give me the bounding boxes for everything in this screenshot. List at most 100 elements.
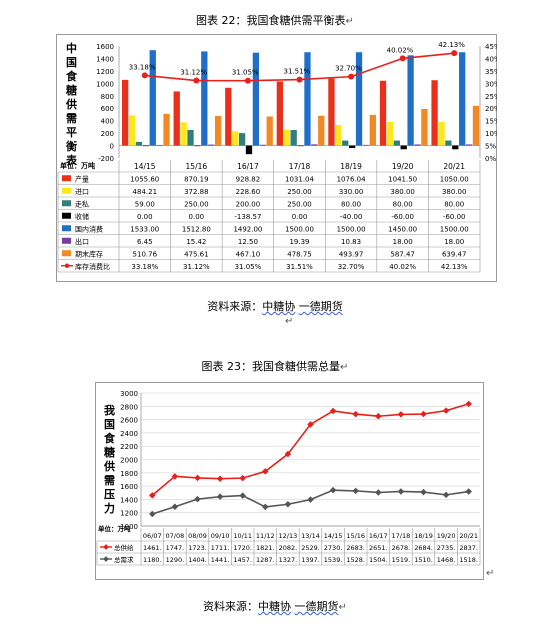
y2-tick-label: 20%: [485, 105, 497, 113]
supply-point: [442, 407, 450, 414]
bar: [208, 144, 215, 146]
table-cell: 33.18%: [131, 263, 158, 271]
y2-tick-label: 25%: [485, 93, 497, 101]
year-label: 16/17: [237, 162, 259, 171]
row-label: 总需求: [114, 555, 134, 564]
y-tick-label: 1000: [96, 80, 114, 88]
axis-title-char: 食: [104, 431, 116, 445]
table-cell: 1050.00: [440, 175, 469, 183]
demand-point: [216, 493, 224, 500]
demand-point: [239, 492, 246, 499]
axis-title-char: 食: [66, 69, 78, 83]
table-cell: 1539.: [324, 556, 343, 564]
table-cell: 1500.00: [337, 225, 366, 233]
table-cell: 1821.: [256, 544, 275, 552]
supply-point: [171, 473, 179, 480]
table-cell: 467.10: [236, 250, 261, 258]
table-cell: 40.02%: [389, 263, 416, 271]
table-cell: 0.00: [137, 213, 153, 221]
demand-point: [352, 487, 359, 495]
y-tick-label: 2000: [120, 457, 138, 465]
table-cell: -60.00: [443, 213, 466, 221]
table-cell: -40.00: [340, 213, 363, 221]
supply-point: [307, 421, 314, 428]
row-label: 出口: [75, 237, 89, 246]
bar: [318, 115, 325, 146]
ratio-point: [451, 50, 458, 57]
table-cell: 380.00: [390, 188, 415, 196]
table-cell: 42.13%: [441, 263, 468, 271]
bar: [421, 109, 428, 146]
axis-title-char: 供: [65, 97, 77, 111]
table-cell: 59.00: [135, 200, 155, 208]
bar: [128, 115, 136, 146]
ratio-point-label: 32.70%: [335, 65, 362, 73]
bar: [311, 144, 318, 146]
axis-title-char: 糖: [104, 445, 115, 459]
ratio-point: [348, 73, 355, 80]
ratio-point-label: 31.12%: [180, 69, 207, 77]
fig23-caption: 图表 23：我国食糖供需总量↵: [201, 360, 349, 373]
table-cell: 1492.00: [233, 225, 262, 233]
y-tick-label: 1400: [96, 55, 114, 63]
table-cell: 200.00: [236, 200, 261, 208]
table-cell: 1180.: [143, 556, 162, 564]
table-cell: 1327.: [279, 556, 298, 564]
bar: [252, 52, 260, 146]
bar: [386, 121, 394, 146]
axis-title-char: 需: [104, 474, 115, 487]
y-tick-label: 1000: [120, 523, 138, 531]
demand-point: [397, 488, 405, 495]
year-label: 20/21: [443, 162, 465, 171]
demand-point: [307, 496, 314, 503]
table-cell: 19.39: [289, 238, 309, 246]
table-cell: 1076.04: [337, 175, 366, 183]
table-cell: 18.00: [393, 238, 413, 246]
ratio-point: [141, 72, 148, 79]
y-tick-label: -200: [98, 155, 114, 163]
table-cell: 2735.: [437, 544, 456, 552]
axis-title-char: 中: [66, 41, 77, 55]
bar: [414, 144, 421, 146]
table-cell: 1528.: [346, 556, 365, 564]
bar: [472, 105, 480, 146]
axis-title-char: 需: [66, 112, 77, 125]
supply-point: [375, 412, 382, 420]
table-cell: 1041.50: [388, 175, 417, 183]
bar: [379, 80, 387, 146]
y-tick-label: 1800: [120, 470, 138, 478]
demand-point: [284, 501, 292, 508]
bar: [290, 130, 297, 146]
ratio-point: [244, 77, 251, 84]
table-cell: 80.00: [341, 200, 361, 208]
y-tick-label: 800: [101, 93, 114, 101]
ratio-point-label: 42.13%: [438, 41, 465, 49]
table-cell: 31.05%: [235, 263, 262, 271]
year-label: 15/16: [346, 532, 365, 540]
y2-tick-label: 30%: [485, 80, 497, 88]
bar: [135, 141, 143, 146]
table-cell: 1290.: [166, 556, 185, 564]
bar: [142, 145, 149, 147]
return-mark-icon: ↵: [486, 568, 495, 579]
year-label: 20/21: [459, 532, 478, 540]
table-cell: 2730.: [324, 544, 343, 552]
axis-title-char: 国: [104, 418, 115, 431]
table-cell: 1512.80: [182, 225, 211, 233]
bar: [149, 50, 156, 146]
bar: [201, 51, 208, 146]
bar: [355, 52, 363, 146]
bar: [187, 130, 194, 146]
series-line: [151, 403, 469, 496]
bar: [238, 133, 246, 146]
axis-title-char: 表: [65, 153, 78, 167]
table-cell: 1404.: [188, 556, 207, 564]
supply-point: [352, 410, 359, 418]
table-cell: 639.47: [442, 250, 467, 258]
table-cell: 2837.: [459, 544, 478, 552]
year-label: 14/15: [134, 162, 156, 171]
return-mark-icon: ↵: [285, 316, 294, 327]
bar: [173, 91, 180, 146]
table-cell: 1457.: [233, 556, 252, 564]
row-label: 总供给: [114, 543, 134, 552]
